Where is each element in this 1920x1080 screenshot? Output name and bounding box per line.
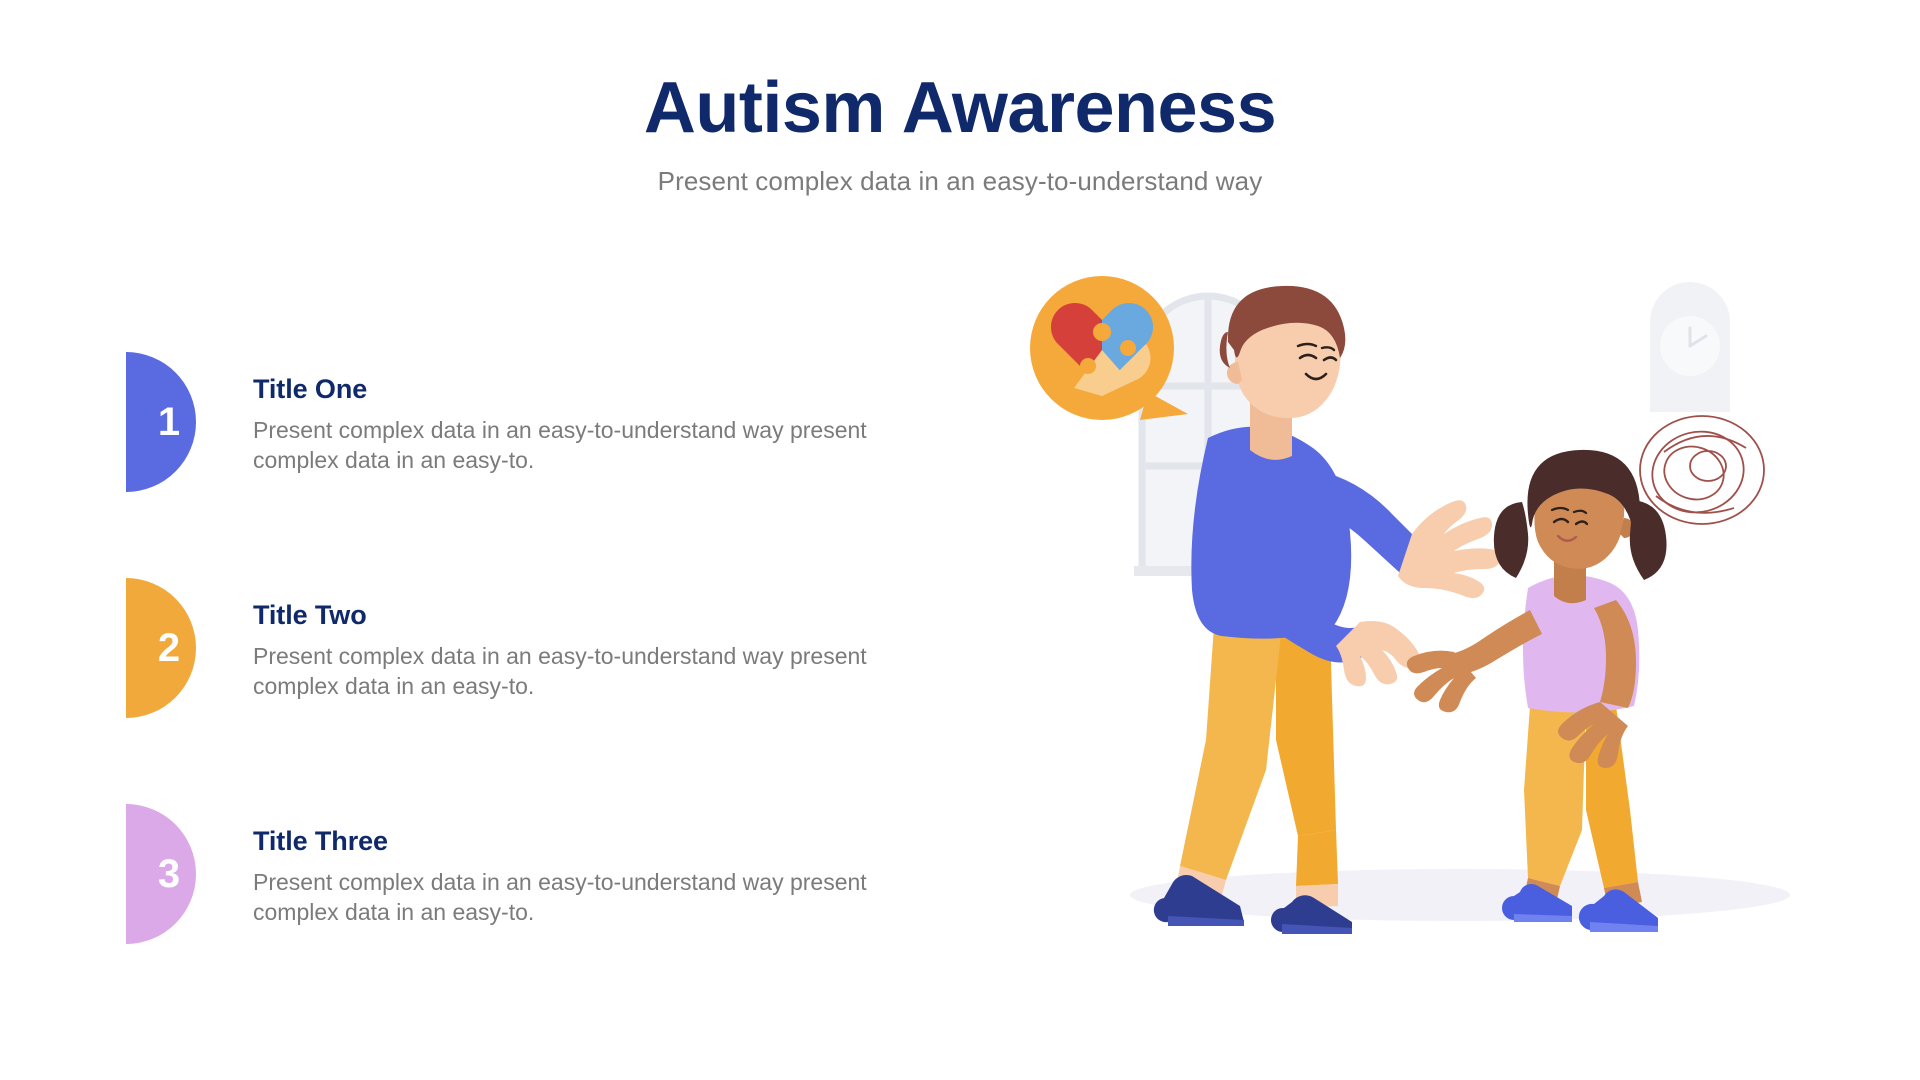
page-subtitle: Present complex data in an easy-to-under… (657, 166, 1263, 196)
scribble-thought-icon (1639, 415, 1765, 525)
list-item-body-1: Present complex data in an easy-to-under… (253, 417, 867, 474)
list-item[interactable]: 1 Title One Present complex data in an e… (126, 352, 867, 578)
child-girl-figure (1406, 449, 1667, 932)
header: Autism Awareness Present complex data in… (0, 72, 1920, 197)
page-title: Autism Awareness (643, 68, 1277, 148)
list-item[interactable]: 3 Title Three Present complex data in an… (126, 804, 867, 1030)
list-item-text-2: Title Two Present complex data in an eas… (253, 600, 913, 702)
man-lower-hand (1336, 621, 1422, 687)
puzzle-heart-icon (1050, 302, 1154, 396)
list-item-title-2: Title Two (253, 600, 367, 630)
badge-number-3: 3 (157, 851, 181, 896)
list-item-title-1: Title One (253, 374, 368, 404)
list-item-text-3: Title Three Present complex data in an e… (253, 826, 913, 928)
man-raised-hand (1398, 500, 1501, 599)
girl-extended-hand (1406, 650, 1476, 713)
badge-number-2: 2 (157, 625, 181, 670)
autism-awareness-illustration (1030, 270, 1870, 970)
list-item[interactable]: 2 Title Two Present complex data in an e… (126, 578, 867, 804)
list-item-title-3: Title Three (253, 826, 388, 856)
numbered-list: 1 Title One Present complex data in an e… (126, 352, 867, 1030)
speech-bubble-icon (1030, 276, 1188, 420)
list-item-body-3: Present complex data in an easy-to-under… (253, 869, 867, 926)
girl-lower-hand (1558, 702, 1628, 768)
adult-man-figure (1153, 285, 1501, 934)
badge-number-1: 1 (157, 399, 181, 444)
list-item-body-2: Present complex data in an easy-to-under… (253, 643, 867, 700)
list-item-text-1: Title One Present complex data in an eas… (253, 374, 913, 476)
wall-clock-icon (1650, 282, 1730, 412)
